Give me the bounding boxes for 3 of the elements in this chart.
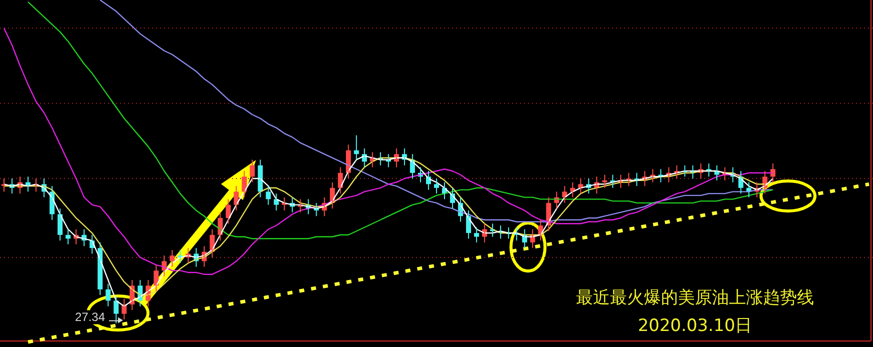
annotation: 27.34 [74, 310, 106, 324]
text: 最近最火爆的美原油上涨趋势线 [576, 288, 814, 308]
text: 2020.03.10日 [638, 316, 752, 336]
